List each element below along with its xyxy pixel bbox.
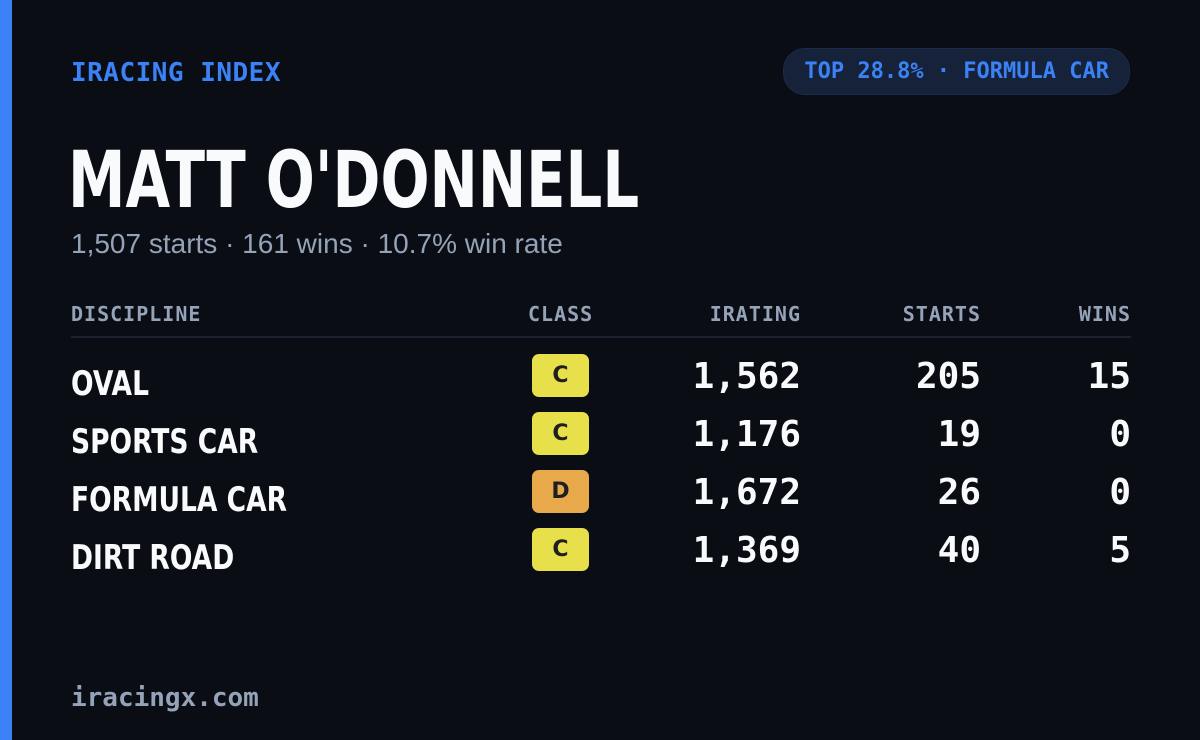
brand-title: IRACING INDEX <box>71 58 281 88</box>
driver-summary: 1,507 starts · 161 wins · 10.7% win rate <box>71 228 563 259</box>
wins-value: 0 <box>1109 472 1131 513</box>
starts-value: 205 <box>915 356 981 397</box>
discipline-label: DIRT ROAD <box>71 538 235 578</box>
starts-value: 19 <box>937 414 981 455</box>
discipline-label: OVAL <box>71 364 149 404</box>
wins-value: 5 <box>1109 530 1131 571</box>
rank-badge: TOP 28.8% · FORMULA CAR <box>783 48 1130 95</box>
header-discipline: DISCIPLINE <box>71 302 202 326</box>
header-starts: STARTS <box>902 302 981 326</box>
table-row: DIRT ROAD C 1,369 40 5 <box>71 528 1131 586</box>
irating-value: 1,672 <box>692 472 801 513</box>
accent-bar <box>0 0 12 740</box>
class-badge: C <box>532 354 589 397</box>
header-class: CLASS <box>528 302 594 326</box>
header-irating: IRATING <box>709 302 801 326</box>
rank-badge-text: TOP 28.8% · FORMULA CAR <box>804 59 1109 84</box>
header-wins: WINS <box>1078 302 1131 326</box>
class-badge: C <box>532 412 589 455</box>
irating-value: 1,176 <box>692 414 801 455</box>
irating-value: 1,562 <box>692 356 801 397</box>
irating-value: 1,369 <box>692 530 801 571</box>
discipline-label: SPORTS CAR <box>71 422 259 462</box>
table-header: DISCIPLINE CLASS IRATING STARTS WINS <box>71 298 1131 338</box>
class-badge: D <box>532 470 589 513</box>
discipline-table: DISCIPLINE CLASS IRATING STARTS WINS OVA… <box>71 298 1131 586</box>
table-row: SPORTS CAR C 1,176 19 0 <box>71 412 1131 470</box>
table-row: FORMULA CAR D 1,672 26 0 <box>71 470 1131 528</box>
driver-name: MATT O'DONNELL <box>68 136 640 226</box>
site-url[interactable]: iracingx.com <box>71 683 259 713</box>
starts-value: 40 <box>937 530 981 571</box>
wins-value: 0 <box>1109 414 1131 455</box>
wins-value: 15 <box>1087 356 1131 397</box>
starts-value: 26 <box>937 472 981 513</box>
class-badge: C <box>532 528 589 571</box>
discipline-label: FORMULA CAR <box>71 480 288 520</box>
table-row: OVAL C 1,562 205 15 <box>71 354 1131 412</box>
